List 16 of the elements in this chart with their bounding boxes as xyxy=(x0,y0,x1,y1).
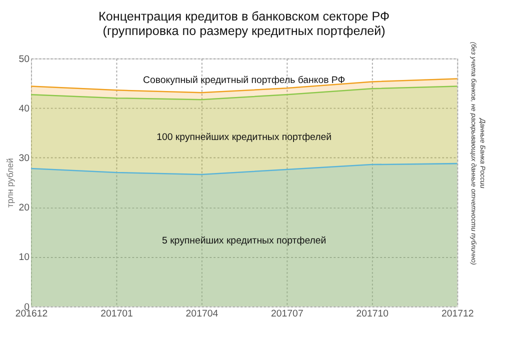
text: Концентрация кредитов в банковском секторе РФ xyxy=(98,9,390,24)
y-tick-label: 20 xyxy=(18,202,30,214)
y-tick-label: 10 xyxy=(18,252,30,264)
y-tick-label: 30 xyxy=(18,152,30,164)
x-tick-label: 201710 xyxy=(356,308,389,320)
series-label: 5 крупнейших кредитных портфелей xyxy=(162,235,326,246)
text: (группировка по размеру кредитных портфелей) xyxy=(102,24,386,38)
y-tick-label: 40 xyxy=(18,103,30,114)
x-tick-label: 201712 xyxy=(442,308,474,320)
x-tick-label: 201701 xyxy=(100,308,133,320)
x-tick-label: 201707 xyxy=(271,308,304,320)
series-label: Совокупный кредитный портфель банков РФ xyxy=(143,74,346,86)
y-tick-label: 50 xyxy=(18,54,30,65)
y-axis-title: трлн рублей xyxy=(4,158,15,208)
x-tick-label: 201704 xyxy=(186,308,219,320)
series-label: 100 крупнейших кредитных портфелей xyxy=(156,132,332,143)
